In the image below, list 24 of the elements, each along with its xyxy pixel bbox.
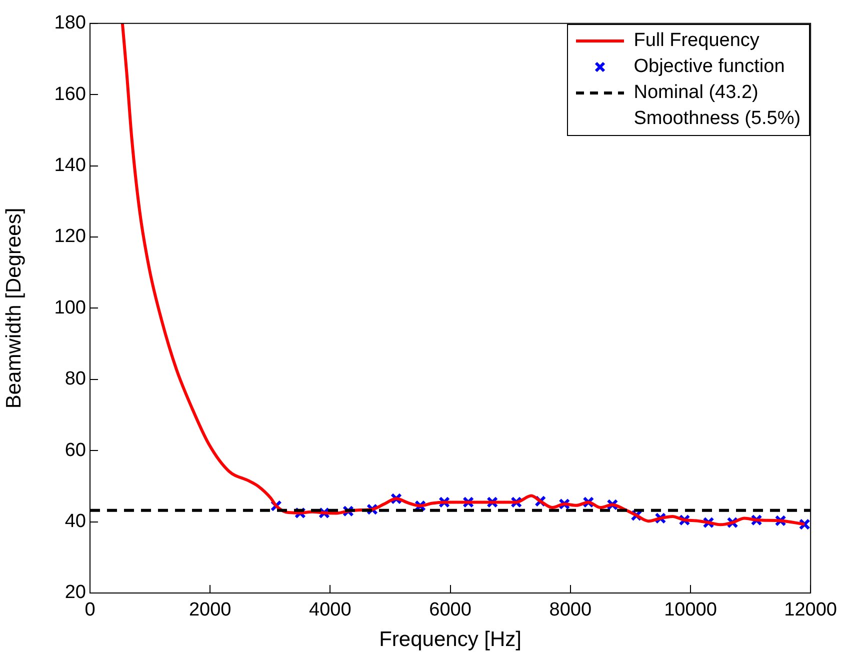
legend-label: Nominal (43.2) (634, 81, 758, 106)
x-tick-label: 12000 (784, 600, 838, 621)
y-tick-label: 80 (64, 368, 86, 390)
line-series (120, 23, 806, 526)
y-tick-label: 60 (64, 440, 86, 461)
annotation: Smoothness (5.5%) (634, 107, 801, 132)
y-tick-label: 100 (54, 297, 86, 318)
x-tick-label: 4000 (309, 600, 352, 621)
x-tick-label: 0 (84, 600, 96, 621)
x-tick-label: 10000 (664, 600, 717, 621)
x-tick-label: 8000 (549, 600, 592, 621)
y-axis-title: Beamwidth [Degrees] (2, 208, 26, 409)
y-tick-label: 180 (54, 12, 86, 34)
legend-label: Objective function (634, 55, 785, 80)
legend-label: Full Frequency (634, 29, 760, 54)
y-tick-label: 120 (54, 226, 86, 248)
y-tick-label: 20 (64, 582, 86, 604)
point (798, 518, 810, 530)
y-tick-label: 140 (54, 155, 86, 176)
y-tick-label: 40 (64, 511, 86, 532)
y-tick-label: 160 (54, 84, 86, 105)
x-tick-label: 6000 (429, 600, 472, 621)
x-tick-label: 2000 (188, 600, 232, 621)
x-axis-title: Frequency [Hz] (379, 628, 522, 652)
